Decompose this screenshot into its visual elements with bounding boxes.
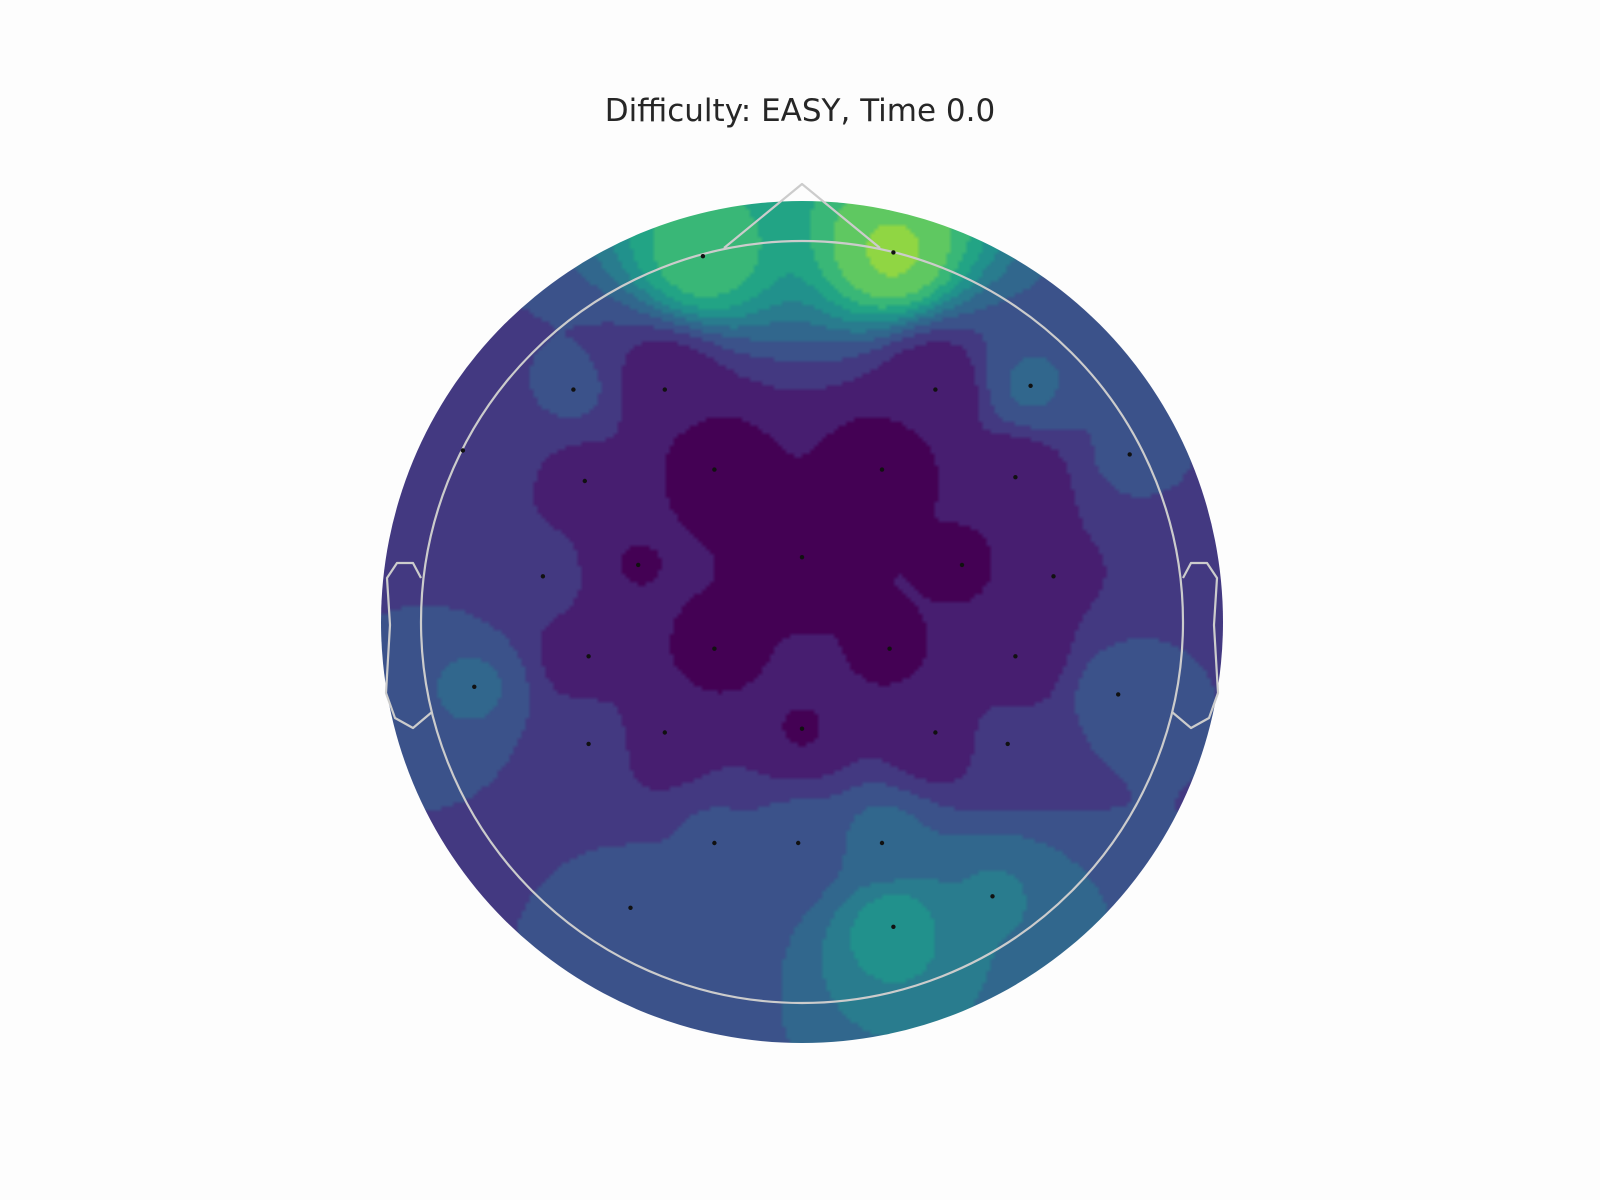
sensor-marker	[933, 730, 938, 735]
sensor-marker	[636, 562, 641, 568]
nose-outline	[723, 182, 881, 249]
sensor-marker	[879, 467, 885, 472]
sensor-marker	[540, 574, 546, 579]
sensor-marker	[799, 555, 805, 560]
left-ear-outline	[384, 561, 433, 730]
sensor-marker	[879, 840, 885, 846]
sensor-marker	[628, 905, 633, 910]
sensor-marker	[1028, 383, 1033, 388]
sensor-marker	[586, 741, 591, 747]
sensor-markers	[460, 250, 1132, 929]
sensor-marker	[1051, 574, 1056, 579]
sensor-marker	[586, 654, 591, 659]
sensor-marker	[1013, 475, 1018, 480]
scalp-field-map	[381, 201, 1223, 1043]
sensor-marker	[990, 894, 995, 899]
sensor-marker	[582, 478, 587, 484]
sensor-marker	[959, 562, 965, 568]
chart-title: Difficulty: EASY, Time 0.0	[604, 93, 996, 129]
sensor-marker	[712, 467, 717, 472]
sensor-marker	[799, 726, 805, 731]
sensor-marker	[1127, 452, 1132, 457]
head-circle	[419, 239, 1185, 1005]
sensor-marker	[472, 684, 477, 689]
sensor-marker	[1005, 741, 1010, 747]
sensor-marker	[891, 924, 896, 929]
sensor-marker	[700, 254, 706, 259]
sensor-marker	[662, 730, 667, 735]
sensor-marker	[571, 387, 576, 392]
sensor-marker	[891, 250, 896, 255]
sensor-marker	[796, 840, 801, 846]
sensor-marker	[662, 387, 667, 392]
sensor-marker	[887, 646, 892, 651]
right-ear-outline	[1171, 561, 1220, 730]
sensor-marker	[1116, 692, 1121, 697]
sensor-marker	[933, 387, 938, 392]
sensor-marker	[460, 448, 466, 453]
sensor-marker	[1013, 654, 1018, 659]
sensor-marker	[712, 646, 717, 651]
sensor-marker	[712, 840, 717, 846]
head-outline	[384, 182, 1220, 1005]
